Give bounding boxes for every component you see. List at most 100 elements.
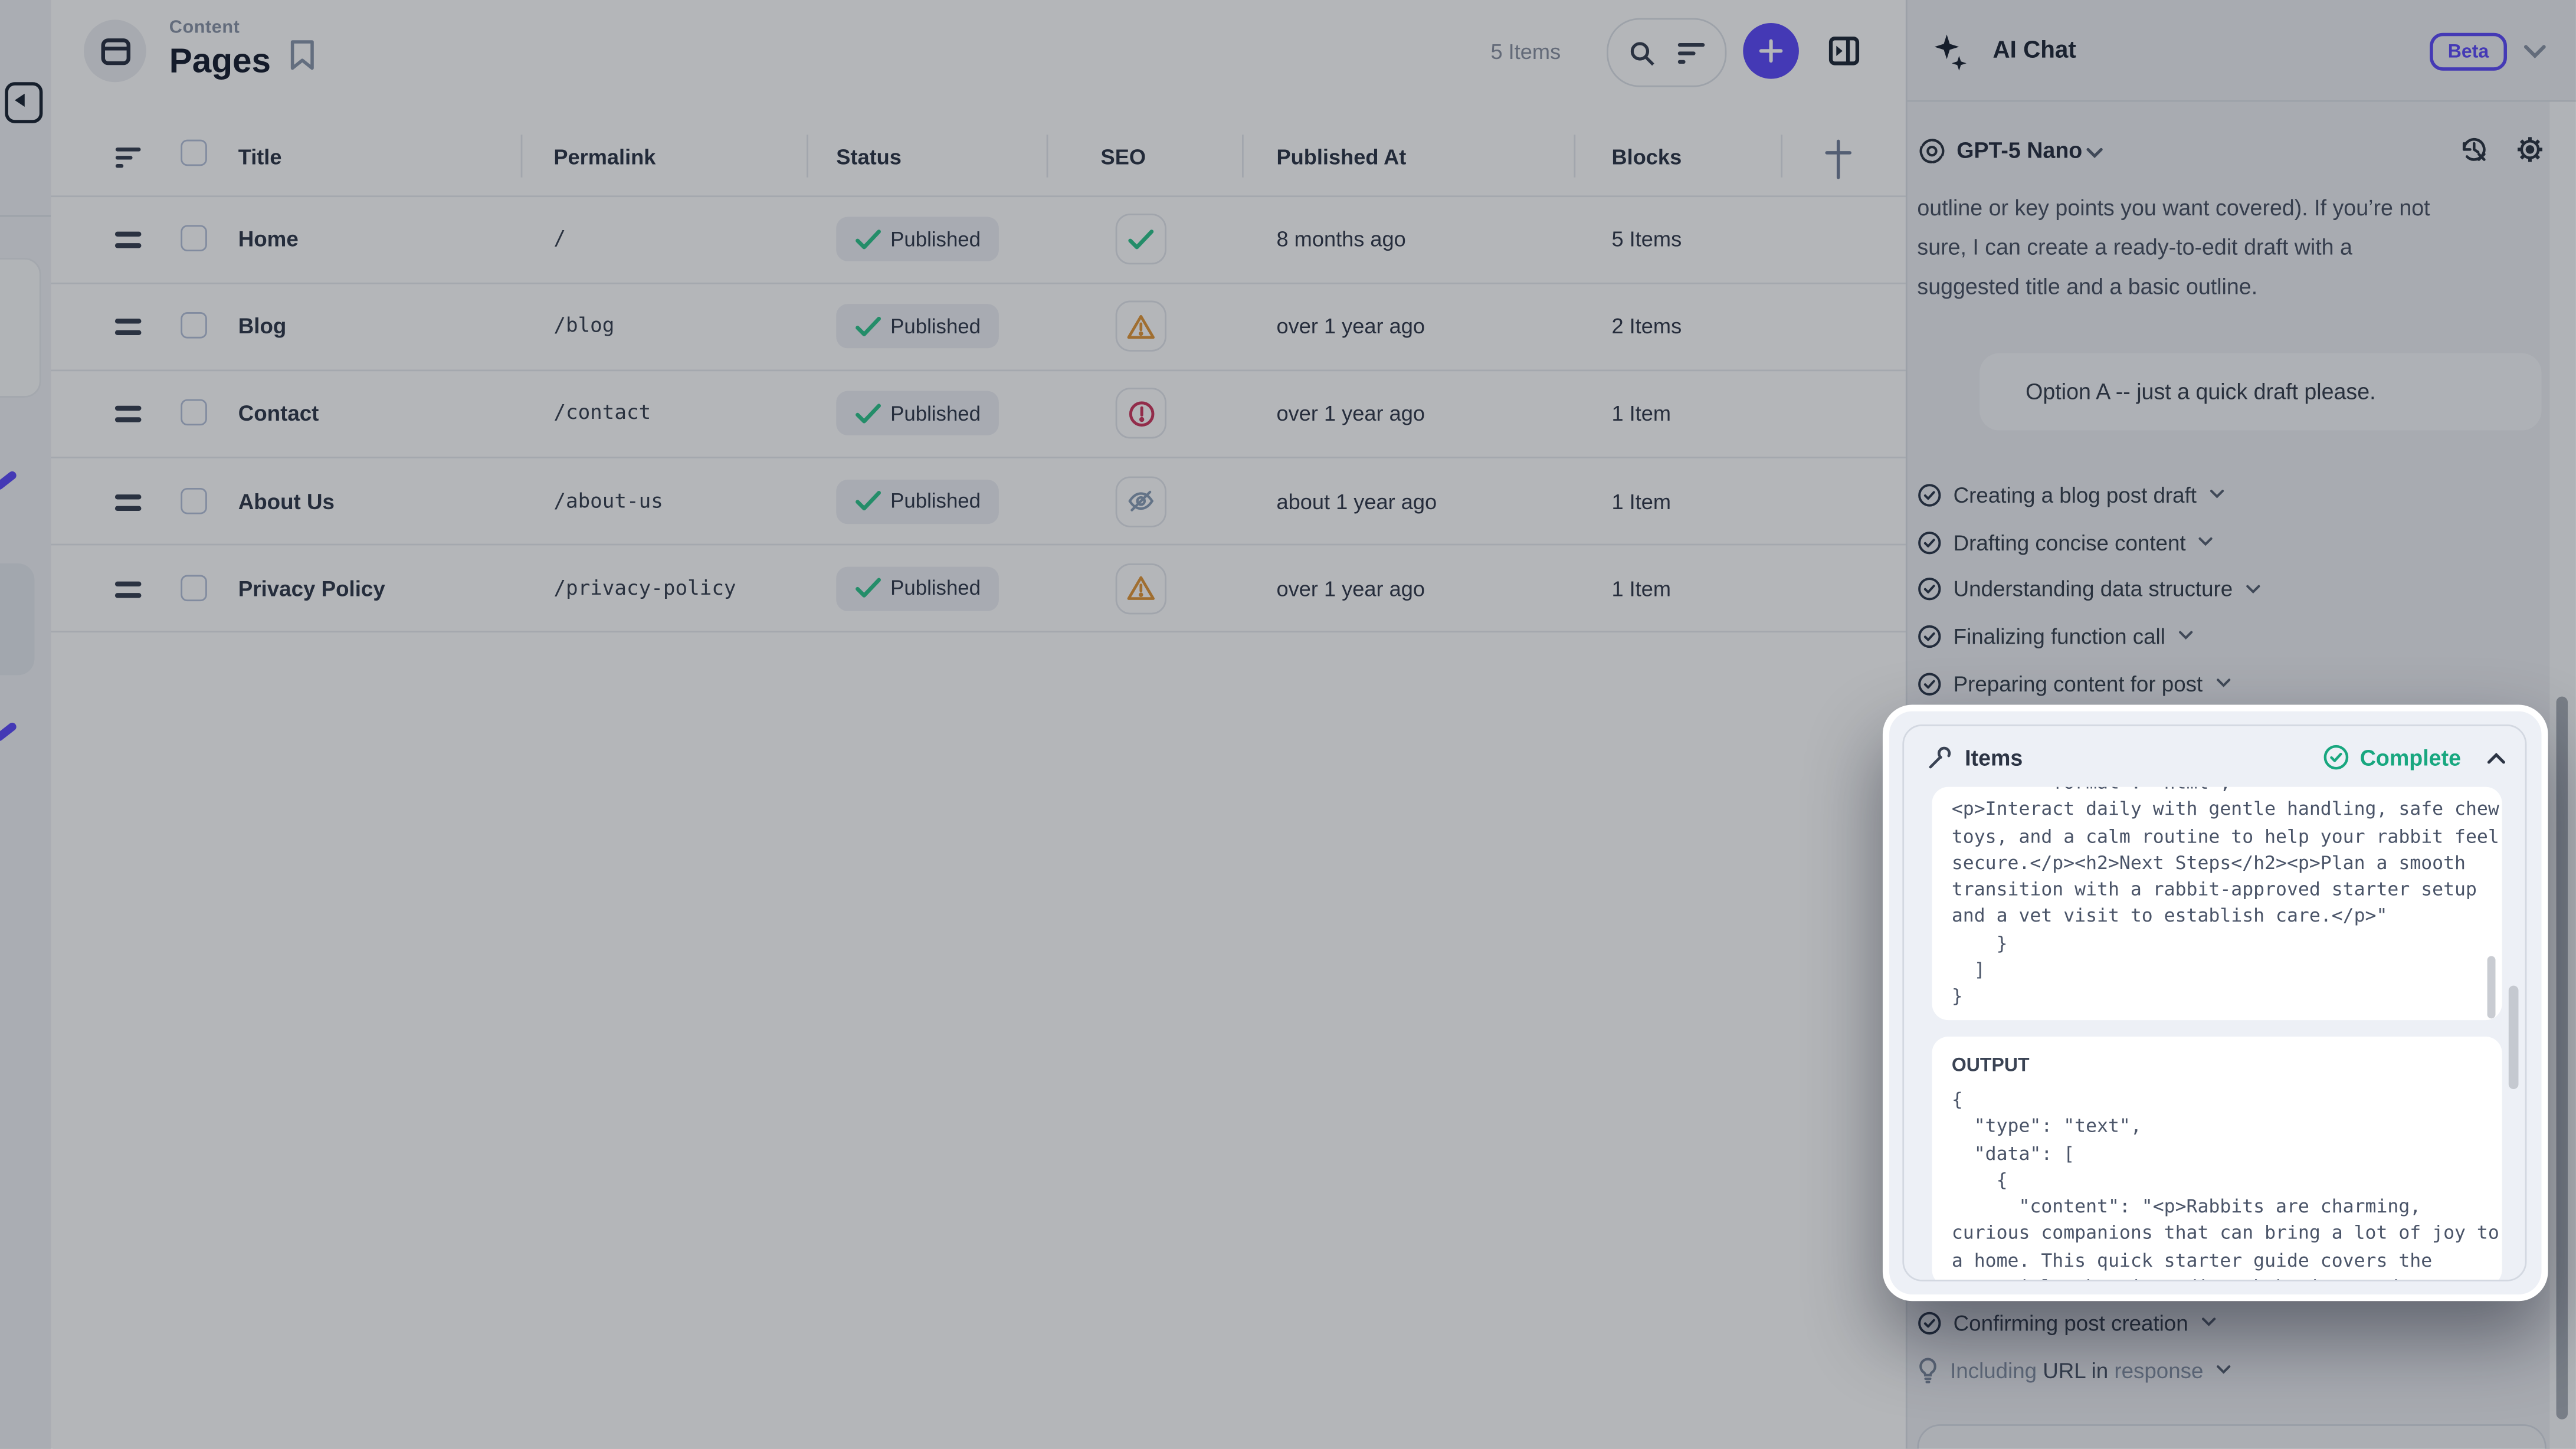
add-page-button[interactable] (1743, 22, 1799, 79)
row-checkbox[interactable] (181, 225, 207, 252)
chevron-down-icon[interactable] (2246, 584, 2260, 594)
row-checkbox[interactable] (181, 399, 207, 427)
reasoning-step[interactable]: Finalizing function call (1908, 613, 2576, 660)
reasoning-step[interactable]: Including URL in response (1908, 1346, 2576, 1394)
row-checkbox[interactable] (181, 312, 207, 339)
tool-name: Items (1965, 745, 2023, 770)
seo-indicator-button[interactable] (1115, 388, 1166, 440)
column-header-title[interactable]: Title (238, 145, 282, 169)
tool-card-header[interactable]: Items Complete (1904, 726, 2525, 789)
tool-input-code[interactable]: "format": "html", <p>Interact daily with… (1932, 786, 2502, 1021)
chevron-down-icon[interactable] (2210, 490, 2224, 500)
cell-published-at: about 1 year ago (1276, 489, 1437, 514)
chevron-down-icon[interactable] (2217, 1365, 2231, 1375)
chat-input[interactable] (1917, 1424, 2546, 1449)
reasoning-steps-list: Creating a blog post draft Drafting conci… (1908, 471, 2576, 707)
code-scrollbar-thumb[interactable] (2487, 956, 2496, 1019)
column-header-permalink[interactable]: Permalink (553, 145, 656, 169)
model-name[interactable]: GPT-5 Nano (1956, 137, 2083, 163)
user-message-bubble: Option A -- just a quick draft please. (1979, 353, 2542, 431)
table-row[interactable]: Blog/blog Published over 1 year ago 2 Items (51, 283, 1906, 371)
column-header-status[interactable]: Status (836, 145, 902, 169)
model-chevron-icon[interactable] (2086, 147, 2103, 159)
check-circle-icon (1918, 625, 1941, 648)
sidebar-collapse-icon[interactable] (5, 82, 43, 123)
chevron-down-icon[interactable] (2201, 1318, 2216, 1328)
chevron-down-icon[interactable] (2216, 678, 2230, 689)
drag-handle-icon[interactable] (114, 581, 142, 604)
filter-icon[interactable] (1677, 40, 1705, 65)
chevron-down-icon[interactable] (2178, 631, 2193, 641)
tool-output-code[interactable]: OUTPUT { "type": "text", "data": [ { "co… (1932, 1036, 2502, 1280)
page-scrollbar[interactable] (2549, 101, 2576, 1449)
cell-title[interactable]: About Us (238, 489, 335, 514)
table-row[interactable]: About Us/about-us Published about 1 year a… (51, 458, 1906, 546)
chevron-up-icon[interactable] (2487, 752, 2506, 763)
seo-indicator-button[interactable] (1115, 213, 1166, 265)
sidebar-item-fragment[interactable] (0, 563, 35, 676)
collapse-chat-chevron-icon[interactable] (2523, 44, 2546, 59)
plus-icon (1759, 39, 1783, 63)
breadcrumb-section: Content (169, 18, 240, 38)
cell-title[interactable]: Blog (238, 314, 287, 339)
column-header-blocks[interactable]: Blocks (1611, 145, 1682, 169)
cell-title[interactable]: Contact (238, 401, 319, 427)
seo-indicator-button[interactable] (1115, 301, 1166, 352)
page-scrollbar-thumb[interactable] (2556, 696, 2568, 1420)
beta-badge: Beta (2430, 32, 2507, 71)
assistant-message: outline or key points you want covered).… (1917, 195, 2430, 299)
user-message-text: Option A -- just a quick draft please. (2026, 379, 2376, 404)
drag-handle-icon[interactable] (114, 493, 142, 517)
reasoning-step-label: Drafting concise content (1953, 530, 2186, 555)
card-scrollbar-thumb[interactable] (2508, 985, 2519, 1090)
add-column-icon[interactable] (1824, 138, 1853, 181)
column-header-seo[interactable]: SEO (1100, 145, 1146, 169)
column-header-published-at[interactable]: Published At (1276, 145, 1407, 169)
table-row[interactable]: Privacy Policy/privacy-policy Published ov… (51, 545, 1906, 634)
ai-chat-title: AI Chat (1992, 38, 2076, 64)
settings-gear-icon[interactable] (2515, 135, 2545, 164)
panel-toggle-icon[interactable] (1828, 36, 1860, 65)
cell-title[interactable]: Privacy Policy (238, 576, 385, 601)
drag-handle-icon[interactable] (114, 231, 142, 255)
sort-icon[interactable] (115, 146, 142, 169)
table-row[interactable]: Home / Published 8 months ago 5 Items (51, 195, 1906, 284)
cell-title[interactable]: Home (238, 227, 299, 252)
reasoning-step[interactable]: Drafting concise content (1908, 519, 2576, 566)
sidebar-item-fragment[interactable] (0, 258, 41, 398)
seo-indicator-button[interactable] (1115, 563, 1166, 614)
chevron-down-icon[interactable] (2199, 537, 2214, 548)
collapsed-sidebar[interactable] (0, 0, 53, 1449)
cell-permalink: /contact (553, 401, 651, 425)
reasoning-step[interactable]: Confirming post creation (1908, 1299, 2576, 1346)
status-label: Published (890, 490, 981, 513)
status-label: Published (890, 402, 981, 425)
drag-handle-icon[interactable] (114, 319, 142, 342)
window-icon (100, 37, 130, 64)
check-circle-icon (1918, 483, 1941, 507)
seo-indicator-button[interactable] (1115, 476, 1166, 527)
row-checkbox[interactable] (181, 487, 207, 514)
select-all-checkbox[interactable] (181, 139, 207, 166)
table-row[interactable]: Contact/contact Published over 1 year ago 1… (51, 371, 1906, 459)
clear-history-icon[interactable] (2459, 135, 2489, 164)
cell-blocks: 1 Item (1611, 576, 1672, 601)
reasoning-step[interactable]: Understanding data structure (1908, 566, 2576, 613)
status-badge: Published (836, 217, 999, 261)
status-badge: Published (836, 391, 999, 436)
reasoning-step-label: Confirming post creation (1953, 1310, 2188, 1336)
bookmark-icon[interactable] (289, 40, 319, 73)
row-checkbox[interactable] (181, 574, 207, 601)
search-icon[interactable] (1628, 38, 1656, 66)
cell-blocks: 1 Item (1611, 489, 1672, 514)
reasoning-step-label: Including URL in response (1950, 1358, 2204, 1383)
reasoning-step[interactable]: Preparing content for post (1908, 660, 2576, 707)
tool-call-popup: Items Complete "format": "html", <p>Inte… (1882, 704, 2548, 1302)
sparkles-icon (1934, 34, 1967, 71)
reasoning-step[interactable]: Creating a blog post draft (1908, 471, 2576, 519)
wrench-icon (1929, 746, 1951, 768)
seo-warning-icon (1127, 314, 1155, 339)
cell-permalink: /blog (553, 314, 615, 337)
drag-handle-icon[interactable] (114, 406, 142, 430)
code-text: { "type": "text", "data": [ { "content":… (1951, 1089, 2499, 1271)
